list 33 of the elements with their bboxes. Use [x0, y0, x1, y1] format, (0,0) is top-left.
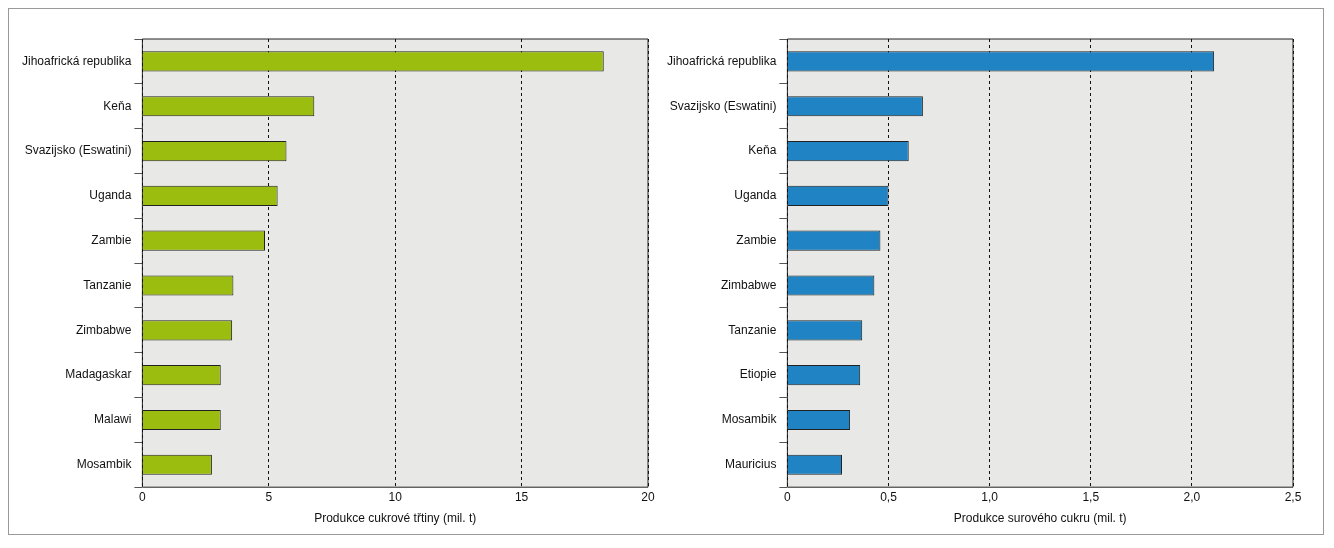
x-tick-label: 5 [265, 489, 273, 504]
y-tick-label: Jihoafrická republika [22, 53, 132, 68]
x-tick-label: 20 [641, 489, 655, 504]
x-tick-label: 2,5 [1284, 489, 1302, 504]
x-tick-label: 0 [139, 489, 147, 504]
x-axis-title: Produkce surového cukru (mil. t) [953, 511, 1127, 526]
x-tick-label: 15 [514, 489, 529, 504]
y-tick-label: Jihoafrická republika [667, 53, 777, 68]
x-tick-label: 2,0 [1183, 489, 1201, 504]
y-tick-label: Etiopie [739, 367, 777, 382]
x-tick-label: 10 [388, 489, 403, 504]
y-tick-label: Zambie [91, 233, 132, 247]
y-tick-label: Mauricius [725, 457, 777, 472]
x-tick-label: 1,5 [1082, 489, 1100, 504]
y-tick-label: Keňa [103, 98, 132, 113]
y-tick-label: Svazijsko (Eswatini) [669, 98, 777, 113]
y-tick-label: Zimbabwe [721, 277, 777, 292]
y-tick-label: Tanzanie [83, 277, 132, 292]
x-tick-label: 1,0 [981, 489, 999, 504]
y-tick-label: Keňa [748, 143, 777, 158]
x-tick-label: 0 [784, 489, 792, 504]
y-tick-label: Uganda [734, 188, 777, 203]
y-tick-label: Zambie [736, 233, 777, 247]
x-axis-title: Produkce cukrové třtiny (mil. t) [314, 511, 477, 526]
y-tick-label: Malawi [94, 412, 132, 427]
y-tick-label: Uganda [89, 188, 132, 203]
y-tick-label: Mosambik [76, 457, 133, 472]
y-tick-label: Svazijsko (Eswatini) [24, 143, 132, 158]
y-tick-label: Zimbabwe [76, 322, 132, 337]
y-tick-label: Mosambik [721, 412, 778, 427]
y-tick-label: Madagaskar [65, 367, 132, 382]
x-tick-label: 0,5 [880, 489, 898, 504]
y-tick-label: Tanzanie [728, 322, 777, 337]
